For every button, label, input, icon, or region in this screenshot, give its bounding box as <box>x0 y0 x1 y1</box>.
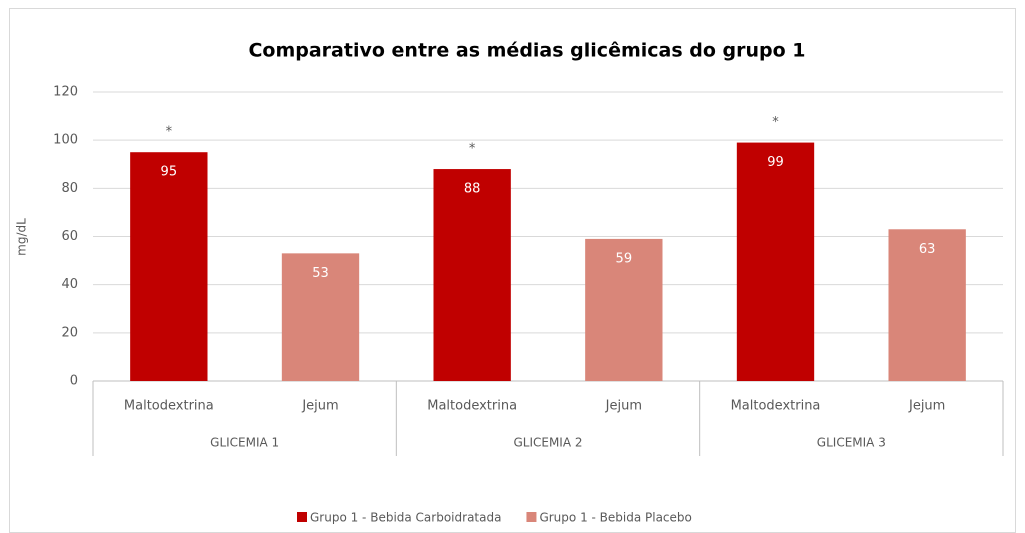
x-tick-label: Jejum <box>908 399 945 414</box>
chart-title: Comparativo entre as médias glicêmicas d… <box>248 40 805 62</box>
data-label: 99 <box>767 155 784 170</box>
data-label: 59 <box>616 251 633 266</box>
data-label: 63 <box>919 242 936 257</box>
y-tick-label: 40 <box>61 277 78 292</box>
bar <box>433 169 511 381</box>
bar <box>736 142 815 381</box>
bar <box>281 253 360 381</box>
x-tick-label: Maltodextrina <box>124 399 214 414</box>
bar <box>585 238 663 381</box>
y-tick-label: 120 <box>53 85 78 100</box>
annotation: * <box>469 142 476 157</box>
y-tick-label: 80 <box>61 181 78 196</box>
annotation: * <box>772 115 779 130</box>
y-tick-label: 100 <box>53 133 78 148</box>
group-label: GLICEMIA 3 <box>817 436 886 450</box>
data-label: 95 <box>161 165 178 180</box>
y-tick-label: 20 <box>61 325 78 340</box>
x-tick-label: Maltodextrina <box>731 399 821 414</box>
group-label: GLICEMIA 1 <box>210 436 279 450</box>
legend-swatch <box>297 512 307 522</box>
bar <box>888 229 966 381</box>
y-tick-label: 60 <box>61 229 78 244</box>
y-tick-label: 0 <box>70 374 78 389</box>
x-tick-label: Jejum <box>301 399 338 414</box>
x-tick-label: Maltodextrina <box>427 399 517 414</box>
data-label: 88 <box>464 182 481 197</box>
annotation: * <box>166 125 173 140</box>
bar <box>130 152 208 381</box>
x-tick-label: Jejum <box>605 399 642 414</box>
legend-label: Grupo 1 - Bebida Carboidratada <box>310 511 501 525</box>
group-label: GLICEMIA 2 <box>513 436 582 450</box>
legend-label: Grupo 1 - Bebida Placebo <box>539 511 691 525</box>
data-label: 53 <box>312 266 329 281</box>
legend-swatch <box>526 512 537 522</box>
y-axis-label: mg/dL <box>15 218 29 256</box>
